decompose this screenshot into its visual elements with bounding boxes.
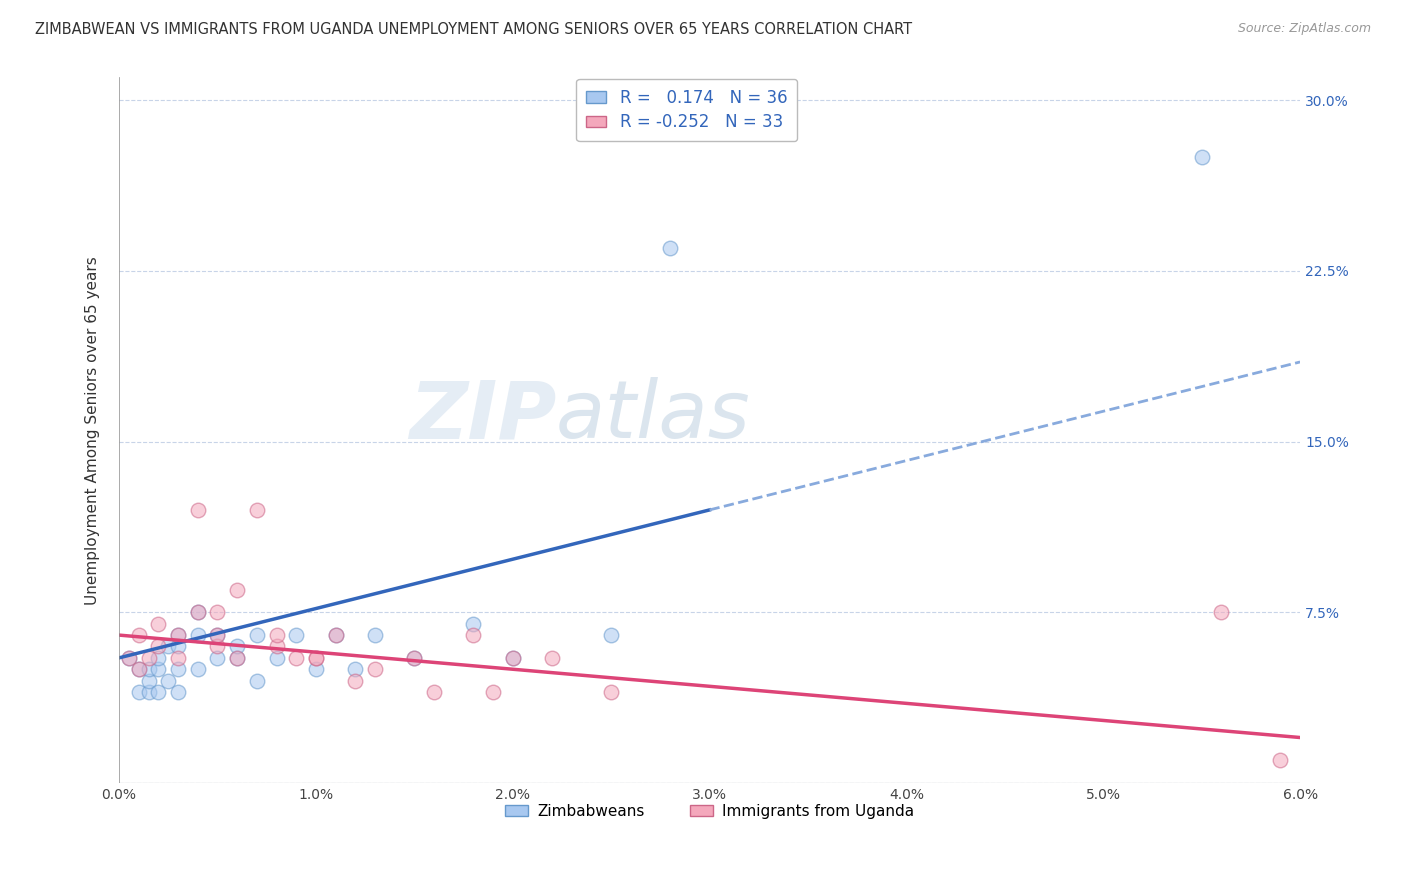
Point — [118, 651, 141, 665]
Point — [167, 628, 190, 642]
Text: ZIP: ZIP — [409, 377, 555, 455]
Point — [167, 662, 190, 676]
Point — [207, 628, 229, 642]
Point — [246, 503, 269, 517]
Point — [305, 651, 328, 665]
Point — [325, 628, 347, 642]
Point — [305, 662, 328, 676]
Point — [285, 651, 308, 665]
Point — [167, 685, 190, 699]
Y-axis label: Unemployment Among Seniors over 65 years: Unemployment Among Seniors over 65 years — [86, 256, 100, 605]
Point — [187, 503, 209, 517]
Point — [207, 628, 229, 642]
Text: ZIMBABWEAN VS IMMIGRANTS FROM UGANDA UNEMPLOYMENT AMONG SENIORS OVER 65 YEARS CO: ZIMBABWEAN VS IMMIGRANTS FROM UGANDA UNE… — [35, 22, 912, 37]
Point — [138, 662, 160, 676]
Point — [118, 651, 141, 665]
Point — [266, 651, 288, 665]
Point — [148, 616, 170, 631]
Point — [404, 651, 426, 665]
Point — [128, 662, 150, 676]
Point — [187, 662, 209, 676]
Point — [344, 673, 367, 688]
Point — [305, 651, 328, 665]
Text: Source: ZipAtlas.com: Source: ZipAtlas.com — [1237, 22, 1371, 36]
Point — [1211, 605, 1233, 619]
Point — [364, 628, 387, 642]
Point — [541, 651, 564, 665]
Point — [502, 651, 524, 665]
Point — [423, 685, 446, 699]
Point — [148, 651, 170, 665]
Point — [128, 685, 150, 699]
Point — [226, 651, 249, 665]
Point — [266, 628, 288, 642]
Point — [285, 628, 308, 642]
Point — [344, 662, 367, 676]
Point — [167, 628, 190, 642]
Point — [226, 651, 249, 665]
Legend: Zimbabweans, Immigrants from Uganda: Zimbabweans, Immigrants from Uganda — [499, 797, 921, 825]
Point — [187, 605, 209, 619]
Point — [600, 628, 623, 642]
Point — [148, 662, 170, 676]
Point — [659, 241, 682, 255]
Point — [502, 651, 524, 665]
Point — [1191, 150, 1213, 164]
Point — [207, 640, 229, 654]
Point — [128, 662, 150, 676]
Point — [246, 628, 269, 642]
Point — [128, 628, 150, 642]
Point — [167, 640, 190, 654]
Point — [226, 640, 249, 654]
Point — [207, 605, 229, 619]
Point — [404, 651, 426, 665]
Point — [138, 685, 160, 699]
Point — [157, 673, 180, 688]
Point — [148, 685, 170, 699]
Point — [226, 582, 249, 597]
Point — [463, 616, 485, 631]
Text: atlas: atlas — [555, 377, 751, 455]
Point — [138, 673, 160, 688]
Point — [148, 640, 170, 654]
Point — [1270, 753, 1292, 767]
Point — [364, 662, 387, 676]
Point — [167, 651, 190, 665]
Point — [463, 628, 485, 642]
Point — [187, 628, 209, 642]
Point — [157, 640, 180, 654]
Point — [482, 685, 505, 699]
Point — [325, 628, 347, 642]
Point — [266, 640, 288, 654]
Point — [600, 685, 623, 699]
Point — [246, 673, 269, 688]
Point — [187, 605, 209, 619]
Point — [207, 651, 229, 665]
Point — [138, 651, 160, 665]
